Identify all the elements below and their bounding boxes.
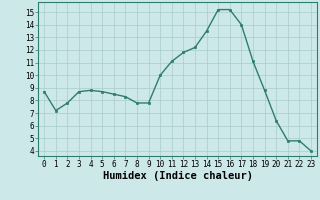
X-axis label: Humidex (Indice chaleur): Humidex (Indice chaleur) <box>103 171 252 181</box>
